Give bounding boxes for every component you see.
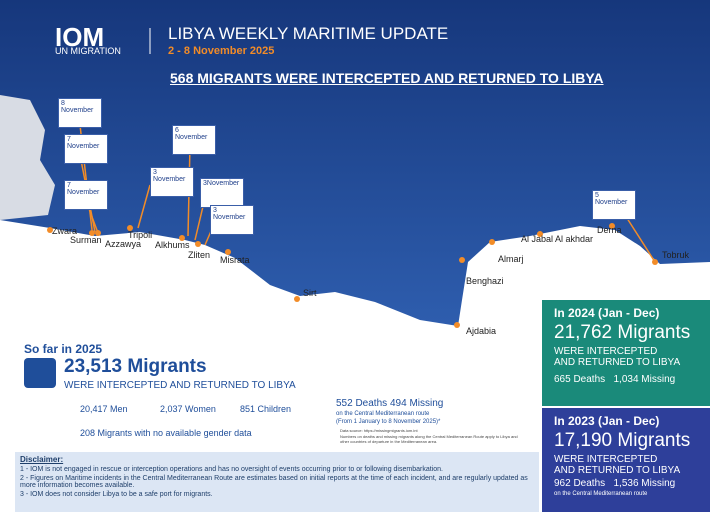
land [0,220,710,340]
callout: 7 November [64,180,108,210]
note: Data source: https://missingmigrants.iom… [340,428,418,433]
deaths-period: (From 1 January to 8 November 2025)* [336,419,441,425]
city-label: Al Jabal Al akhdar [521,234,594,244]
headline: 568 MIGRANTS WERE INTERCEPTED AND RETURN… [170,70,604,86]
city-dot [489,239,495,245]
disclaimer-item: 2 - Figures on Maritime incidents in the… [20,475,528,489]
total: 17,190 Migrants [554,430,691,451]
city-dot [459,257,465,263]
callout: 5 November [592,190,636,220]
city-dot [225,249,231,255]
box-2023: In 2023 (Jan - Dec) 17,190 Migrants WERE… [542,408,710,512]
disclaimer-item: 1 - IOM is not engaged in rescue or inte… [20,466,443,473]
sub: AND RETURNED TO LIBYA [554,357,681,368]
so-far-sub: WERE INTERCEPTED AND RETURNED TO LIBYA [64,380,296,391]
callout: 6 November [172,125,216,155]
city-label: Derna [597,225,622,235]
city-label: Zwara [52,226,78,236]
box-2024: In 2024 (Jan - Dec) 21,762 Migrants WERE… [542,300,710,406]
boat-icon [24,358,56,388]
children: 851 Children [240,404,292,414]
so-far-total: 23,513 Migrants [64,356,207,377]
missing: 1,034 Missing [613,374,676,385]
city-dot [652,259,658,265]
missing: 1,536 Missing [613,478,676,489]
city-label: Tripoli [128,230,153,240]
deaths-route: on the Central Mediterranean route [336,411,430,417]
unknown-gender: 208 Migrants with no available gender da… [80,428,252,438]
city-label: Almarj [498,254,524,264]
city-dot [179,235,185,241]
tunisia [0,95,55,220]
callout: 7 November [64,134,108,164]
sub: WERE INTERCEPTED [554,346,658,357]
city-dot [195,241,201,247]
callout: 8 November [58,98,102,128]
city-dot [537,231,543,237]
city-label: Azzawya [105,239,142,249]
sub: AND RETURNED TO LIBYA [554,465,681,476]
dates: 2 - 8 November 2025 [168,45,275,57]
disclaimer-title: Disclaimer: [20,455,64,464]
label: In 2024 (Jan - Dec) [554,306,660,320]
city-dot [47,227,53,233]
route: on the Central Mediterranean route [554,491,648,497]
city-dot [294,296,300,302]
city-label: Zliten [188,250,211,260]
men: 20,417 Men [80,404,128,414]
city-dot [89,230,95,236]
missing: 494 Missing [390,398,444,409]
disclaimer: Disclaimer: 1 - IOM is not engaged in re… [15,452,539,512]
label: In 2023 (Jan - Dec) [554,414,660,428]
deaths: 962 Deaths [554,478,606,489]
so-far-label: So far in 2025 [24,342,103,356]
city-label: Benghazi [466,276,504,286]
deaths: 665 Deaths [554,374,606,385]
logo: IOM [55,22,105,52]
city-label: Sirt [303,288,317,298]
city-dot [454,322,460,328]
city-label: Misrata [220,255,250,265]
city-label: Ajdabia [466,326,497,336]
city-label: Surman [70,235,102,245]
callout: 3November [200,178,244,208]
total: 21,762 Migrants [554,322,691,343]
callout: 3 November [210,205,254,235]
deaths: 552 Deaths [336,398,388,409]
sub: WERE INTERCEPTED [554,454,658,465]
title: LIBYA WEEKLY MARITIME UPDATE [168,24,449,43]
city-dot [95,230,101,236]
logo-sub: UN MIGRATION [55,46,121,56]
note: Numbers on deaths and missing migrants a… [340,434,518,444]
women: 2,037 Women [160,404,216,414]
city-dot [609,223,615,229]
city-label: Alkhums [155,240,190,250]
disclaimer-item: 3 - IOM does not consider Libya to be a … [20,491,213,498]
city-dot [127,225,133,231]
callout: 3 November [150,167,194,197]
city-label: Tobruk [662,250,690,260]
